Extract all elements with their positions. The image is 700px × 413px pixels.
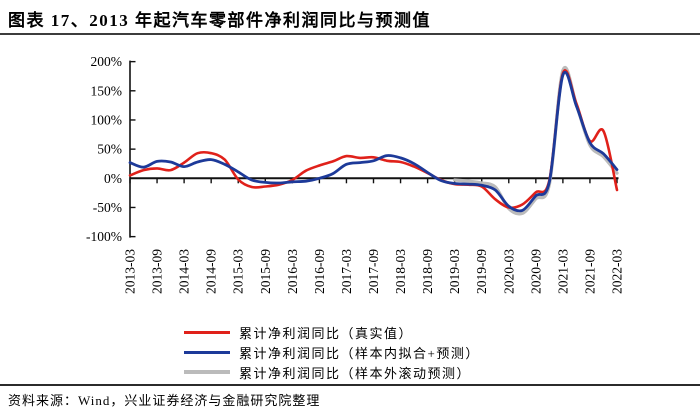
x-axis-label: 2021-09: [582, 249, 597, 294]
x-axis-label: 2016-09: [312, 249, 327, 294]
legend-label-out-of-sample-forecast: 累计净利润同比（样本外滚动预测）: [239, 365, 472, 381]
x-axis-label: 2016-03: [285, 249, 300, 294]
legend-label-in-sample-forecast: 累计净利润同比（样本内拟合+预测）: [239, 345, 480, 361]
legend-item-in-sample-forecast: 累计净利润同比（样本内拟合+预测）: [184, 342, 480, 362]
series-line-actual: [128, 69, 619, 210]
y-axis-label: 0%: [104, 171, 122, 186]
series-line-in-sample-fit-forecast: [128, 70, 619, 213]
y-axis-label: 50%: [97, 142, 122, 157]
x-axis-label: 2018-09: [420, 249, 435, 294]
y-axis-label: -50%: [93, 200, 122, 215]
x-axis-label: 2022-03: [610, 249, 625, 294]
y-axis-label: 200%: [91, 54, 123, 69]
x-axis-label: 2015-03: [231, 249, 246, 294]
x-axis-label: 2013-03: [123, 249, 138, 294]
legend-item-actual: 累计净利润同比（真实值）: [184, 322, 480, 342]
y-axis-label: 150%: [91, 83, 123, 98]
legend-swatch-out-of-sample-forecast: [184, 370, 230, 374]
x-axis-label: 2014-03: [177, 249, 192, 294]
x-axis-label: 2014-09: [204, 249, 219, 294]
x-axis-label: 2019-09: [474, 249, 489, 294]
legend-swatch-in-sample-forecast: [184, 350, 230, 354]
source-divider: [0, 384, 700, 386]
x-axis-label: 2017-03: [339, 249, 354, 294]
x-axis-label: 2021-03: [555, 249, 570, 294]
title-divider: [0, 33, 700, 35]
x-axis-label: 2018-03: [393, 249, 408, 294]
x-axis-label: 2017-09: [366, 249, 381, 294]
legend-label-actual: 累计净利润同比（真实值）: [239, 325, 414, 341]
figure-title: 图表 17、2013 年起汽车零部件净利润同比与预测值: [8, 11, 431, 30]
x-axis-label: 2013-09: [150, 249, 165, 294]
chart-legend: 累计净利润同比（真实值） 累计净利润同比（样本内拟合+预测） 累计净利润同比（样…: [184, 322, 480, 382]
x-axis-label: 2020-09: [528, 249, 543, 294]
source-note: 资料来源：Wind，兴业证券经济与金融研究院整理: [8, 393, 321, 408]
legend-item-out-of-sample-forecast: 累计净利润同比（样本外滚动预测）: [184, 362, 480, 382]
x-axis-label: 2015-09: [258, 249, 273, 294]
x-axis-label: 2020-03: [501, 249, 516, 294]
y-axis-label: 100%: [91, 112, 123, 127]
y-axis-label: -100%: [86, 229, 122, 244]
x-axis-label: 2019-03: [447, 249, 462, 294]
legend-swatch-actual: [184, 330, 230, 334]
